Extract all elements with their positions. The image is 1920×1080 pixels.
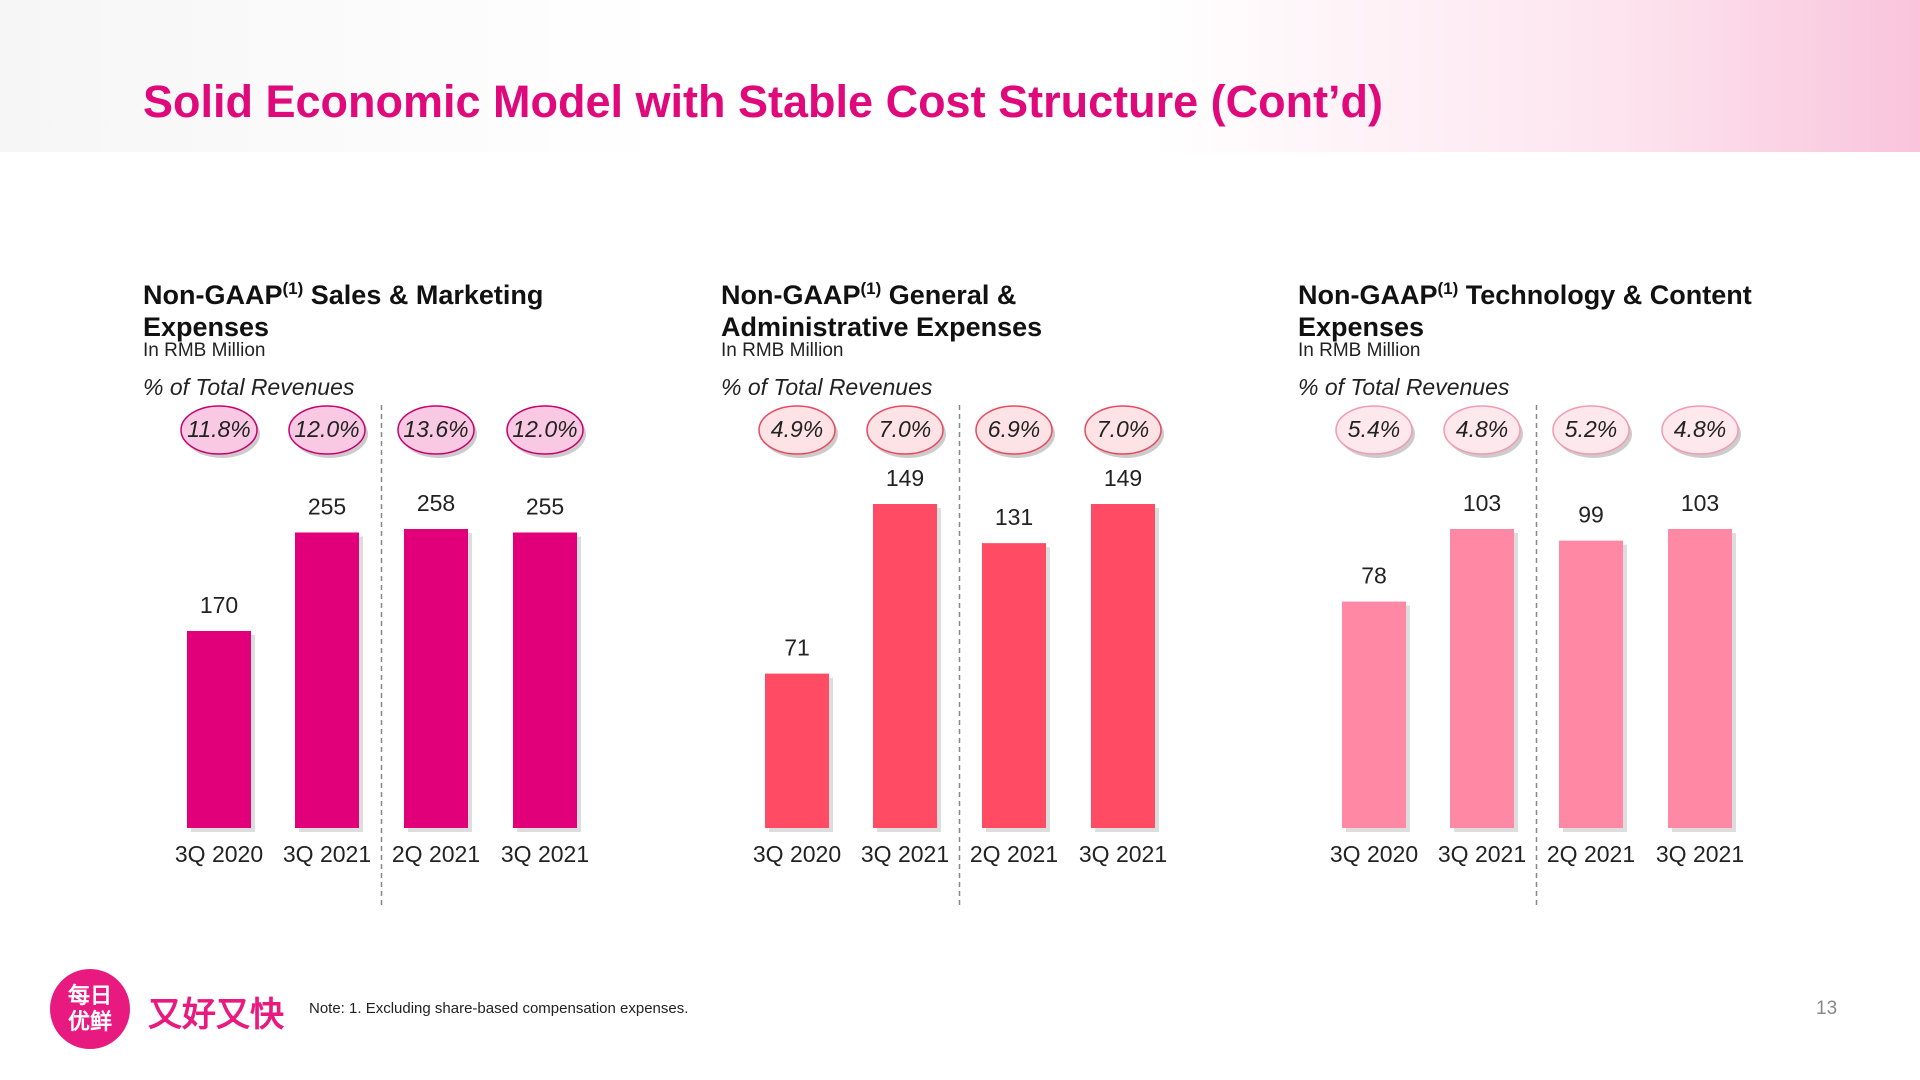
chart-title-text: Sales & Marketing Expenses — [143, 280, 544, 342]
percent-label: 5.2% — [1565, 416, 1617, 442]
percent-pill — [1084, 405, 1162, 455]
bar — [982, 543, 1046, 828]
chart-title-text: Non-GAAP — [721, 280, 861, 310]
chart-title-text: Technology & Content Expenses — [1298, 280, 1752, 342]
percent-pill — [506, 405, 584, 455]
percent-label: 4.8% — [1674, 416, 1726, 442]
chart-title: Non-GAAP(1) Technology & Content Expense… — [1298, 273, 1778, 343]
chart-title-text: Non-GAAP — [143, 280, 283, 310]
chart-subtitle: In RMB Million — [721, 340, 844, 361]
chart-title: Non-GAAP(1) Sales & Marketing Expenses — [143, 273, 623, 343]
x-tick-label: 3Q 2021 — [1438, 841, 1526, 867]
value-label: 71 — [784, 635, 810, 661]
value-label: 103 — [1463, 490, 1501, 516]
bar — [1668, 529, 1732, 828]
percent-pill — [866, 405, 944, 455]
percent-header: % of Total Revenues — [1298, 374, 1510, 400]
x-tick-label: 2Q 2021 — [970, 841, 1058, 867]
bar — [1091, 504, 1155, 828]
slide-title: Solid Economic Model with Stable Cost St… — [143, 76, 1384, 127]
percent-pill — [397, 405, 475, 455]
percent-pill — [1661, 405, 1739, 455]
x-tick-label: 3Q 2020 — [175, 841, 263, 867]
percent-pill — [758, 405, 836, 455]
x-tick-label: 3Q 2021 — [283, 841, 371, 867]
bar — [873, 504, 937, 828]
x-tick-label: 2Q 2021 — [1547, 841, 1635, 867]
chart-title-text: General & Administrative Expenses — [721, 280, 1043, 342]
percent-label: 4.9% — [771, 416, 823, 442]
chart-title-superscript: (1) — [1437, 279, 1459, 298]
chart-title: Non-GAAP(1) General & Administrative Exp… — [721, 273, 1201, 343]
percent-label: 7.0% — [1097, 416, 1149, 442]
x-tick-label: 3Q 2021 — [501, 841, 589, 867]
value-label: 149 — [886, 465, 924, 491]
bar — [765, 673, 829, 828]
percent-pill — [975, 405, 1053, 455]
percent-header: % of Total Revenues — [143, 374, 355, 400]
x-tick-label: 3Q 2020 — [1330, 841, 1418, 867]
slogan: 又好又快 — [148, 996, 284, 1034]
bar — [404, 529, 468, 828]
bar — [513, 532, 577, 828]
percent-label: 7.0% — [879, 416, 931, 442]
chart-title-text: Non-GAAP — [1298, 280, 1438, 310]
value-label: 131 — [995, 504, 1033, 530]
chart-title-superscript: (1) — [860, 279, 882, 298]
bar — [1450, 529, 1514, 828]
chart-title-superscript: (1) — [282, 279, 304, 298]
percent-pill — [180, 405, 258, 455]
value-label: 78 — [1361, 563, 1387, 589]
percent-pill — [288, 405, 366, 455]
value-label: 99 — [1578, 502, 1604, 528]
bar — [295, 532, 359, 828]
percent-label: 12.0% — [512, 416, 577, 442]
page-number: 13 — [1816, 998, 1838, 1019]
value-label: 255 — [308, 494, 346, 520]
percent-pill — [1335, 405, 1413, 455]
percent-label: 11.8% — [187, 416, 251, 442]
bar — [1342, 601, 1406, 828]
percent-pill — [1443, 405, 1521, 455]
x-tick-label: 3Q 2021 — [861, 841, 949, 867]
percent-header: % of Total Revenues — [721, 374, 933, 400]
percent-label: 5.4% — [1348, 416, 1400, 442]
bar — [1559, 540, 1623, 828]
percent-label: 12.0% — [294, 416, 359, 442]
x-tick-label: 3Q 2021 — [1656, 841, 1744, 867]
x-tick-label: 3Q 2021 — [1079, 841, 1167, 867]
value-label: 255 — [526, 494, 564, 520]
bar — [187, 630, 251, 828]
chart-subtitle: In RMB Million — [1298, 340, 1421, 361]
chart-subtitle: In RMB Million — [143, 340, 266, 361]
x-tick-label: 2Q 2021 — [392, 841, 480, 867]
value-label: 258 — [417, 490, 455, 516]
percent-pill — [1552, 405, 1630, 455]
logo-text: 优鲜 — [67, 1009, 112, 1034]
footnote: Note: 1. Excluding share-based compensat… — [309, 1000, 689, 1017]
percent-label: 6.9% — [988, 416, 1040, 442]
logo-text: 每日 — [67, 983, 112, 1008]
percent-label: 13.6% — [403, 416, 468, 442]
value-label: 170 — [200, 592, 238, 618]
x-tick-label: 3Q 2020 — [753, 841, 841, 867]
percent-label: 4.8% — [1456, 416, 1508, 442]
value-label: 103 — [1681, 490, 1719, 516]
logo: 每日 优鲜 — [50, 969, 130, 1049]
value-label: 149 — [1104, 465, 1142, 491]
header-band — [0, 0, 1920, 152]
